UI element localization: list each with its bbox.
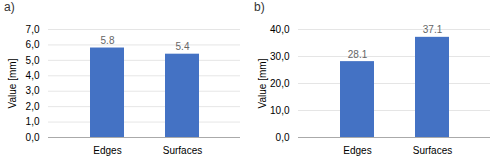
svg-text:30,0: 30,0 [270,51,290,62]
svg-text:37.1: 37.1 [423,24,443,35]
svg-text:28.1: 28.1 [348,49,368,60]
svg-text:5.8: 5.8 [101,35,115,46]
svg-text:1,0: 1,0 [26,116,40,127]
svg-text:Value [mm]: Value [mm] [7,58,18,108]
svg-text:5,0: 5,0 [26,55,40,66]
svg-text:7,0: 7,0 [26,24,40,35]
svg-text:3,0: 3,0 [26,85,40,96]
svg-text:6,0: 6,0 [26,39,40,50]
svg-text:0,0: 0,0 [276,132,290,143]
svg-text:Surfaces: Surfaces [413,145,452,156]
svg-text:10,0: 10,0 [270,105,290,116]
svg-text:4,0: 4,0 [26,70,40,81]
svg-text:5.4: 5.4 [176,41,190,52]
svg-text:40,0: 40,0 [270,24,290,35]
html-text:a): a) [4,0,15,14]
svg-text:Value [mm]: Value [mm] [257,58,268,108]
svg-text:0,0: 0,0 [26,132,40,143]
html-text:b): b) [254,0,265,14]
svg-text:Surfaces: Surfaces [163,145,202,156]
svg-text:Edges: Edges [93,145,121,156]
svg-text:20,0: 20,0 [270,78,290,89]
svg-text:2,0: 2,0 [26,101,40,112]
svg-text:Edges: Edges [343,145,371,156]
